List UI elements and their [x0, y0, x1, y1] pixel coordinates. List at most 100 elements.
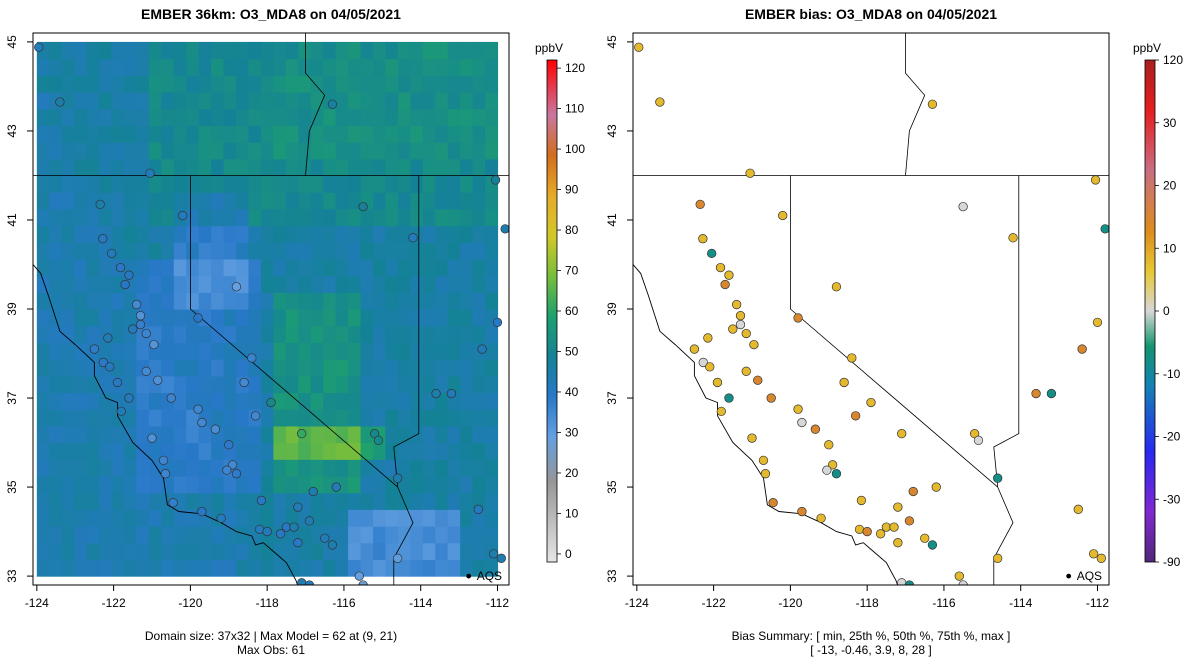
heatmap-cell: [148, 91, 162, 110]
heatmap-cell: [148, 275, 162, 293]
heatmap-cell: [260, 242, 274, 260]
y-tick-label: 37: [605, 391, 619, 405]
heatmap-cell: [74, 125, 88, 143]
heatmap-cell: [298, 108, 312, 126]
station-point: [831, 469, 842, 479]
heatmap-cell: [198, 41, 212, 60]
heatmap-cell: [435, 125, 449, 143]
heatmap-cell: [236, 325, 250, 343]
heatmap-cell: [397, 142, 411, 160]
heatmap-cell: [460, 258, 474, 277]
heatmap-cell: [360, 309, 374, 327]
heatmap-cell: [260, 542, 274, 561]
heatmap-cell: [123, 475, 138, 494]
heatmap-cell: [397, 459, 411, 477]
heatmap-cell: [435, 175, 449, 193]
station-point: [889, 522, 899, 532]
station-point: [866, 397, 876, 408]
heatmap-cell: [447, 125, 461, 143]
heatmap-cell: [248, 275, 262, 293]
heatmap-cell: [447, 442, 461, 460]
heatmap-cell: [422, 175, 436, 193]
heatmap-cell: [323, 242, 337, 260]
heatmap-cell: [198, 492, 212, 510]
heatmap-cell: [298, 542, 312, 561]
heatmap-cell: [74, 292, 88, 310]
heatmap-cell: [310, 542, 324, 561]
heatmap-cell: [136, 125, 150, 143]
heatmap-cell: [49, 242, 63, 260]
heatmap-cell: [49, 142, 63, 160]
station-point: [810, 424, 820, 434]
heatmap-cell: [273, 475, 287, 494]
heatmap-cell: [136, 542, 150, 561]
heatmap-cell: [335, 342, 349, 360]
heatmap-cell: [335, 375, 349, 394]
heatmap-cell: [248, 258, 262, 277]
heatmap-cell: [273, 75, 287, 93]
heatmap-cell: [435, 258, 449, 277]
heatmap-cell: [148, 125, 162, 143]
station-point: [707, 248, 717, 259]
heatmap-cell: [485, 91, 499, 110]
heatmap-cell: [198, 292, 212, 310]
station-point: [128, 324, 138, 334]
station-point: [256, 495, 267, 506]
heatmap-cell: [61, 509, 75, 527]
heatmap-cell: [198, 175, 212, 193]
heatmap-cell: [198, 325, 212, 343]
heatmap-cell: [260, 41, 274, 60]
heatmap-cell: [186, 342, 200, 360]
heatmap-cell: [136, 142, 150, 160]
heatmap-cell: [173, 542, 187, 561]
heatmap-cell: [198, 459, 212, 477]
heatmap-cell: [273, 275, 287, 293]
heatmap-cell: [447, 175, 461, 193]
heatmap-cell: [285, 509, 299, 527]
heatmap-cell: [422, 342, 436, 360]
heatmap-cell: [236, 309, 250, 327]
heatmap-cell: [86, 309, 100, 327]
heatmap-cell: [460, 208, 474, 227]
heatmap-cell: [111, 442, 125, 460]
heatmap-cell: [99, 342, 113, 360]
heatmap-cell: [161, 309, 175, 327]
heatmap-cell: [61, 258, 75, 277]
heatmap-cell: [260, 342, 274, 360]
heatmap-cell: [161, 175, 175, 193]
heatmap-cell: [211, 475, 225, 494]
heatmap-cell: [385, 58, 399, 76]
station-point: [141, 328, 151, 339]
heatmap-cell: [111, 509, 125, 527]
station-point: [695, 199, 705, 210]
heatmap-cell: [397, 108, 411, 126]
heatmap-cell: [223, 509, 237, 527]
station-point: [958, 201, 968, 212]
heatmap-cell: [99, 309, 113, 327]
station-point: [728, 324, 738, 334]
heatmap-cell: [310, 158, 324, 177]
heatmap-cell: [248, 142, 262, 160]
y-tick-label: 39: [605, 302, 619, 316]
heatmap-cell: [186, 492, 200, 510]
heatmap-cell: [310, 342, 324, 360]
station-point: [993, 473, 1003, 483]
heatmap-cell: [360, 475, 374, 494]
station-point: [1096, 553, 1106, 563]
heatmap-cell: [111, 142, 125, 160]
heatmap-cell: [36, 475, 50, 494]
heatmap-cell: [211, 275, 225, 293]
heatmap-cell: [136, 225, 150, 243]
heatmap-cell: [385, 91, 399, 110]
heatmap-cell: [273, 325, 287, 343]
heatmap-cell: [410, 359, 424, 377]
heatmap-cell: [348, 142, 362, 160]
x-axis: -124 -122 -120 -118 -116 -114 -112: [25, 585, 509, 610]
heatmap-cell: [460, 475, 474, 494]
heatmap-cell: [410, 459, 424, 477]
heatmap-cell: [223, 158, 237, 177]
y-tick-label: 45: [5, 35, 19, 49]
heatmap-cell: [385, 325, 399, 343]
heatmap-cell: [273, 242, 287, 260]
